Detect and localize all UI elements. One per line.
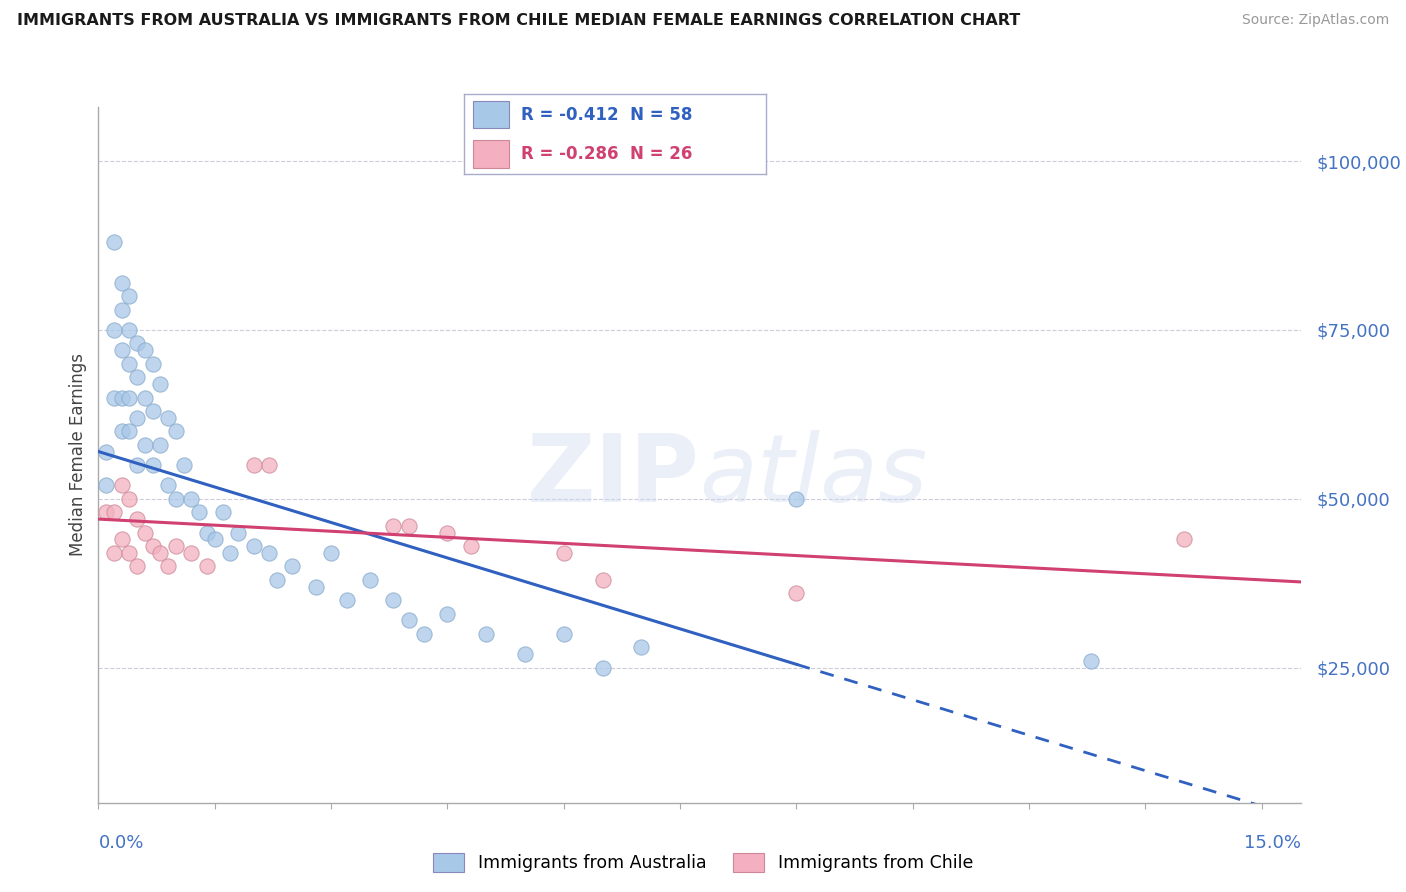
Point [165, 491, 187, 506]
Point [111, 302, 134, 317]
Point [142, 357, 165, 371]
Point [127, 512, 149, 526]
Bar [472, 101, 509, 128]
Point [96, 505, 118, 519]
Point [513, 647, 536, 661]
Point [127, 410, 149, 425]
Point [336, 593, 359, 607]
Point [149, 546, 172, 560]
Point [103, 235, 125, 249]
Point [111, 478, 134, 492]
Point [257, 546, 280, 560]
Text: ZIP: ZIP [527, 430, 699, 522]
Point [398, 519, 420, 533]
Point [103, 546, 125, 560]
Point [111, 343, 134, 358]
Point [134, 343, 156, 358]
Point [127, 559, 149, 574]
Point [111, 276, 134, 290]
Point [195, 525, 218, 540]
Point [785, 586, 807, 600]
Point [359, 573, 381, 587]
Point [242, 458, 264, 472]
Text: atlas: atlas [699, 430, 928, 521]
Text: Source: ZipAtlas.com: Source: ZipAtlas.com [1241, 13, 1389, 28]
Point [118, 424, 141, 438]
Point [319, 546, 342, 560]
Point [204, 533, 226, 547]
Point [118, 391, 141, 405]
Point [266, 573, 288, 587]
Point [111, 391, 134, 405]
Point [118, 323, 141, 337]
Point [460, 539, 482, 553]
Point [134, 525, 156, 540]
Point [180, 491, 202, 506]
Y-axis label: Median Female Earnings: Median Female Earnings [69, 353, 87, 557]
Point [127, 458, 149, 472]
Point [127, 336, 149, 351]
Point [304, 580, 326, 594]
Point [157, 478, 180, 492]
Point [118, 357, 141, 371]
Point [149, 376, 172, 391]
Point [103, 505, 125, 519]
Point [242, 539, 264, 553]
Point [211, 505, 233, 519]
Point [257, 458, 280, 472]
Point [553, 627, 575, 641]
Point [103, 323, 125, 337]
Point [173, 458, 195, 472]
Point [142, 458, 165, 472]
Text: R = -0.412  N = 58: R = -0.412 N = 58 [522, 105, 693, 123]
Point [436, 525, 458, 540]
Text: 15.0%: 15.0% [1243, 834, 1301, 852]
Point [226, 525, 249, 540]
Text: 0.0%: 0.0% [98, 834, 143, 852]
Point [111, 533, 134, 547]
Point [592, 661, 614, 675]
Text: IMMIGRANTS FROM AUSTRALIA VS IMMIGRANTS FROM CHILE MEDIAN FEMALE EARNINGS CORREL: IMMIGRANTS FROM AUSTRALIA VS IMMIGRANTS … [17, 13, 1021, 29]
Point [553, 546, 575, 560]
Point [188, 505, 211, 519]
Point [134, 438, 156, 452]
Point [142, 539, 165, 553]
Point [475, 627, 498, 641]
Point [1080, 654, 1102, 668]
Point [118, 491, 141, 506]
Point [195, 559, 218, 574]
Point [592, 573, 614, 587]
Point [785, 491, 807, 506]
Point [118, 546, 141, 560]
Legend: Immigrants from Australia, Immigrants from Chile: Immigrants from Australia, Immigrants fr… [426, 846, 980, 879]
Point [165, 424, 187, 438]
Text: R = -0.286  N = 26: R = -0.286 N = 26 [522, 145, 693, 163]
Point [134, 391, 156, 405]
Point [165, 539, 187, 553]
Point [96, 444, 118, 458]
Point [111, 424, 134, 438]
Point [157, 410, 180, 425]
Point [281, 559, 304, 574]
Point [1173, 533, 1195, 547]
Point [436, 607, 458, 621]
Point [127, 370, 149, 384]
Point [96, 478, 118, 492]
Point [157, 559, 180, 574]
Point [103, 391, 125, 405]
Point [630, 640, 652, 655]
Bar [472, 140, 509, 168]
Point [149, 438, 172, 452]
Point [180, 546, 202, 560]
Point [219, 546, 242, 560]
Point [142, 404, 165, 418]
Point [413, 627, 436, 641]
Point [382, 593, 405, 607]
Point [118, 289, 141, 303]
Point [382, 519, 405, 533]
Point [398, 614, 420, 628]
